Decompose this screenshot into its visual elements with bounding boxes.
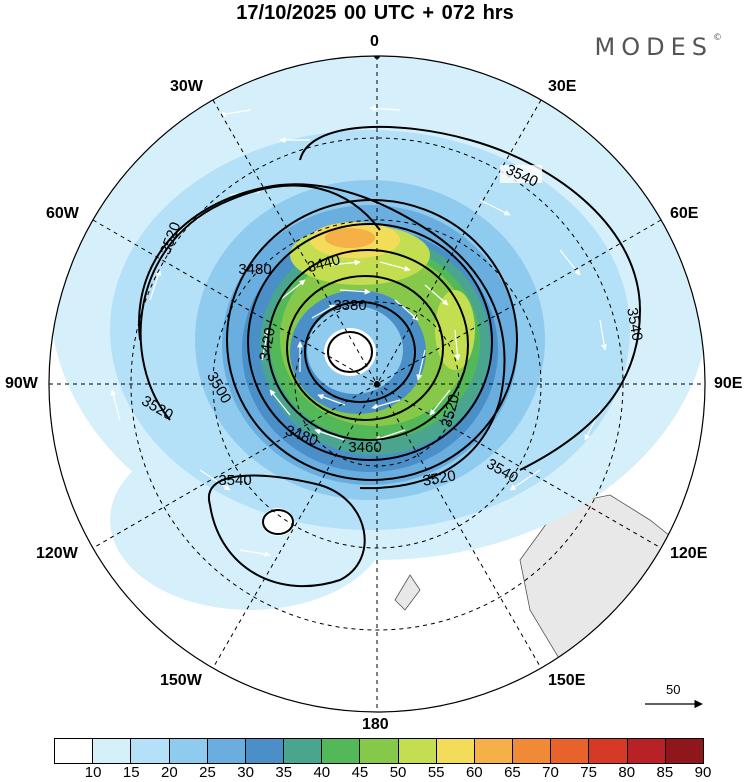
colorbar-tick-label: 35 (275, 764, 293, 781)
lon-label-120w: 120W (36, 545, 78, 562)
contour-label: 3420 (256, 326, 279, 362)
lon-label-60e: 60E (670, 205, 699, 222)
lon-label-150w: 150W (160, 672, 202, 689)
contour-label: 3540 (218, 472, 251, 489)
map-layers (49, 56, 705, 712)
colorbar-box (398, 739, 437, 763)
colorbar-tick-label: 55 (427, 764, 445, 781)
lon-label-90e: 90E (714, 375, 743, 392)
colorbar-box (284, 739, 323, 763)
colorbar-box (436, 739, 475, 763)
lon-label-120e: 120E (670, 545, 708, 562)
lon-label-30e: 30E (548, 78, 577, 95)
colorbar-tick-label: 60 (465, 764, 483, 781)
colorbar-box (322, 739, 361, 763)
lon-label-60w: 60W (46, 205, 79, 222)
modes-logo: MODES© (595, 33, 722, 61)
colorbar-tick-label: 85 (656, 764, 674, 781)
colorbar-box (513, 739, 552, 763)
colorbar-box (131, 739, 170, 763)
lon-label-150e: 150E (548, 672, 586, 689)
colorbar-box (551, 739, 590, 763)
colorbar-tick-label: 15 (122, 764, 140, 781)
logo-text: MODES (594, 33, 713, 61)
colorbar-tick-label: 70 (542, 764, 559, 781)
reference-arrow-icon (645, 699, 703, 709)
colorbar-tick-label: 45 (351, 764, 369, 781)
colorbar-box (589, 739, 628, 763)
colorbar-tick-label: 80 (618, 764, 636, 781)
contour-label: 3520 (421, 467, 457, 490)
pole-marker (374, 381, 380, 387)
colorbar-box (360, 739, 399, 763)
colorbar-tick-label: 75 (580, 764, 597, 781)
contour-label: 3460 (348, 439, 381, 456)
lon-label-90w: 90W (5, 375, 38, 392)
colorbar-tick-label: 90 (694, 764, 712, 781)
logo-mark: © (713, 33, 722, 43)
lon-label-180: 180 (362, 716, 389, 733)
colorbar-box (169, 739, 208, 763)
lon-label-30w: 30W (170, 78, 203, 95)
colorbar-box (55, 739, 94, 763)
colorbar-box (207, 739, 246, 763)
colorbar-tick-label: 30 (237, 764, 254, 781)
contour-label: 3540 (623, 306, 646, 342)
colorbar-box (474, 739, 514, 763)
colorbar: 10 15 20 25 30 35 40 45 50 55 60 65 70 75 80 85 90 (54, 738, 711, 782)
map-title: 17/10/2025 00 UTC + 072 hrs (236, 2, 514, 24)
colorbar-box (93, 739, 132, 763)
contour-label: 3480 (238, 261, 271, 278)
contour-label: 3380 (333, 297, 366, 314)
top-marker (374, 56, 380, 59)
colorbar-tick-label: 65 (504, 764, 521, 781)
colorbar-box (627, 739, 666, 763)
reference-vector-label: 50 (666, 682, 681, 697)
colorbar-tick-label: 50 (389, 764, 407, 781)
map-boundary (48, 55, 706, 713)
colorbar-tick-label: 10 (84, 764, 102, 781)
lon-label-0: 0 (370, 33, 379, 50)
height-contours (138, 125, 642, 588)
polar-map: 3540 3540 3540 3540 3520 3520 3520 3500 … (48, 55, 706, 713)
reference-vector: 50 (640, 682, 710, 712)
colorbar-tick-label: 20 (161, 764, 178, 781)
colorbar-tick-label: 40 (313, 764, 331, 781)
colorbar-box (245, 739, 285, 763)
colorbar-box (665, 739, 703, 763)
colorbar-boxes (54, 738, 704, 764)
colorbar-tick-label: 25 (199, 764, 216, 781)
